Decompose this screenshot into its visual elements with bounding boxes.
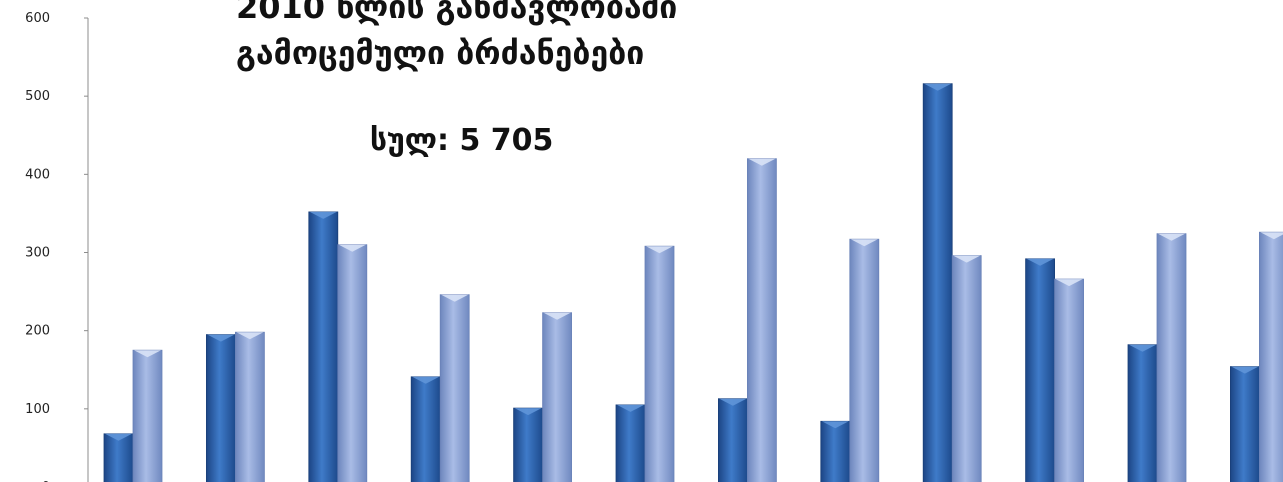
y-tick-label: 300 (25, 246, 50, 261)
bar-bevel (850, 239, 878, 247)
chart-title: 2010 წლის განმავლობაში გამოცემული ბრძანე… (236, 0, 677, 72)
bar-bevel (924, 83, 952, 91)
bar-series-1 (1230, 366, 1260, 482)
bar-bevel (309, 211, 337, 219)
y-tick-label: 400 (25, 167, 50, 182)
bar-bevel (1026, 258, 1054, 266)
bar-bevel (617, 404, 644, 412)
bar-bevel (1055, 279, 1083, 287)
bar-bevel (441, 294, 469, 302)
bar-series-2 (132, 349, 163, 482)
bar-bevel (748, 158, 776, 166)
bar-bevel (953, 255, 981, 263)
bar-series-2 (747, 158, 777, 482)
bar-bevel (1129, 344, 1156, 352)
bar-bevel (134, 350, 161, 358)
bar-series-1 (103, 433, 134, 482)
bar-bevel (1158, 233, 1185, 241)
bar-series-2 (542, 312, 572, 482)
y-tick-label: 200 (25, 324, 50, 339)
bar-bevel (412, 376, 440, 384)
bar-series-2 (1054, 278, 1084, 482)
bar-bevel (719, 398, 747, 406)
bar-series-1 (820, 420, 851, 482)
bar-series-1 (1025, 258, 1055, 482)
bars (103, 83, 1283, 482)
title-line-1: 2010 წლის განმავლობაში (236, 0, 677, 26)
bar-series-1 (922, 83, 953, 482)
bar-series-2 (1156, 233, 1187, 482)
bar-series-2 (644, 245, 675, 482)
bar-bevel (105, 433, 132, 441)
y-tick-label: 600 (25, 11, 50, 26)
total-label: სულ: 5 705 (370, 123, 553, 158)
y-tick-label: 0 (42, 480, 50, 482)
bar-series-2 (849, 238, 880, 482)
bar-series-1 (513, 407, 543, 482)
bar-bevel (1231, 366, 1259, 374)
bar-bevel (646, 246, 673, 254)
bar-bevel (514, 408, 542, 416)
bar-bevel (236, 332, 264, 340)
bar-bevel (1260, 232, 1283, 240)
bar-series-1 (205, 334, 236, 482)
bar-series-2 (234, 331, 265, 482)
y-tick-label: 100 (25, 402, 50, 417)
bar-series-2 (337, 244, 368, 482)
bar-bevel (338, 244, 366, 252)
bar-series-1 (410, 376, 441, 482)
y-tick-label: 500 (25, 89, 50, 104)
title-line-2: გამოცემული ბრძანებები (236, 34, 644, 72)
y-tick-labels: 0 100 200 300 400 500 600 (25, 11, 88, 482)
bar-bevel (821, 421, 849, 429)
bar-bevel (543, 312, 571, 320)
bar-series-2 (439, 294, 470, 482)
bar-series-1 (615, 404, 646, 482)
bar-bevel (207, 334, 235, 342)
bar-series-2 (951, 255, 982, 482)
bar-series-1 (1127, 344, 1158, 482)
bar-series-1 (718, 398, 748, 482)
bar-series-1 (308, 211, 339, 482)
bar-series-2 (1259, 231, 1283, 482)
